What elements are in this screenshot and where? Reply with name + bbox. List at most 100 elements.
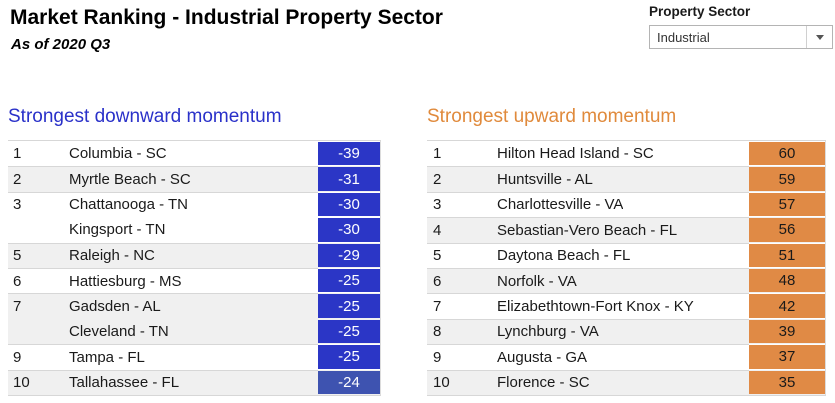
row-main: 7 Gadsden - AL <box>8 293 318 318</box>
value-column: -29 <box>318 242 381 268</box>
rank-cell: 5 <box>13 247 22 265</box>
value-column: 35 <box>749 369 826 395</box>
momentum-value[interactable]: -31 <box>318 167 380 191</box>
market-name: Huntsville - AL <box>497 171 593 189</box>
table-row[interactable]: 8 Lynchburg - VA 39 <box>427 318 826 345</box>
momentum-value[interactable]: -25 <box>318 268 380 293</box>
momentum-value[interactable]: -29 <box>318 243 380 267</box>
table-row[interactable]: 9 Tampa - FL -25 <box>8 344 381 370</box>
page-title: Market Ranking - Industrial Property Sec… <box>10 6 443 29</box>
table-row[interactable]: Cleveland - TN -25 <box>8 318 381 345</box>
rank-cell: 4 <box>433 221 442 239</box>
momentum-value[interactable]: 48 <box>749 268 825 293</box>
value-column: 48 <box>749 267 826 294</box>
table-row[interactable]: 6 Hattiesburg - MS -25 <box>8 267 381 294</box>
upward-momentum-title: Strongest upward momentum <box>427 106 677 127</box>
momentum-value[interactable]: 37 <box>749 345 825 369</box>
property-sector-dropdown[interactable]: Industrial <box>649 25 833 49</box>
value-column: 51 <box>749 242 826 268</box>
rank-cell: 8 <box>433 323 442 341</box>
value-column: -25 <box>318 344 381 370</box>
momentum-value[interactable]: -24 <box>318 370 380 394</box>
momentum-value[interactable]: 56 <box>749 218 825 242</box>
row-main: 10 Tallahassee - FL <box>8 369 318 395</box>
row-main: Cleveland - TN <box>8 319 318 344</box>
table-row[interactable]: 3 Chattanooga - TN -30 <box>8 191 381 218</box>
dropdown-selected-value: Industrial <box>657 29 710 45</box>
rank-cell: 2 <box>13 171 22 189</box>
rank-cell: 6 <box>433 272 442 290</box>
value-column: -25 <box>318 293 381 319</box>
row-main: 2 Myrtle Beach - SC <box>8 166 318 191</box>
row-main: 8 Lynchburg - VA <box>427 318 749 344</box>
momentum-value[interactable]: 59 <box>749 167 825 191</box>
table-row[interactable]: 5 Raleigh - NC -29 <box>8 242 381 268</box>
row-main: 1 Columbia - SC <box>8 141 318 166</box>
market-name: Kingsport - TN <box>69 221 166 239</box>
value-column: -24 <box>318 369 381 395</box>
value-column: -30 <box>318 191 381 218</box>
momentum-value[interactable]: 42 <box>749 294 825 318</box>
market-name: Myrtle Beach - SC <box>69 171 191 189</box>
rank-cell: 1 <box>433 145 442 163</box>
table-row[interactable]: 7 Elizabethtown-Fort Knox - KY 42 <box>427 293 826 319</box>
momentum-value[interactable]: -25 <box>318 294 380 318</box>
rank-cell: 9 <box>433 348 442 366</box>
momentum-value[interactable]: -30 <box>318 218 380 242</box>
rank-cell: 3 <box>13 196 22 214</box>
table-row[interactable]: 1 Columbia - SC -39 <box>8 141 381 167</box>
row-main: 2 Huntsville - AL <box>427 166 749 191</box>
momentum-value[interactable]: -39 <box>318 142 380 166</box>
row-main: 3 Chattanooga - TN <box>8 191 318 217</box>
value-column: -30 <box>318 217 381 243</box>
momentum-value[interactable]: 60 <box>749 142 825 166</box>
market-name: Tampa - FL <box>69 348 145 366</box>
table-row[interactable]: Kingsport - TN -30 <box>8 217 381 243</box>
rank-cell: 2 <box>433 171 442 189</box>
value-column: -31 <box>318 166 381 192</box>
table-row[interactable]: 2 Huntsville - AL 59 <box>427 166 826 192</box>
table-row[interactable]: 5 Daytona Beach - FL 51 <box>427 242 826 268</box>
dropdown-arrow-button[interactable] <box>806 26 832 48</box>
table-row[interactable]: 2 Myrtle Beach - SC -31 <box>8 166 381 192</box>
momentum-value[interactable]: -25 <box>318 345 380 369</box>
page-subtitle: As of 2020 Q3 <box>11 36 111 53</box>
market-name: Norfolk - VA <box>497 272 577 290</box>
value-column: -25 <box>318 267 381 294</box>
rank-cell: 6 <box>13 272 22 290</box>
table-row[interactable]: 10 Florence - SC 35 <box>427 369 826 395</box>
table-row[interactable]: 7 Gadsden - AL -25 <box>8 293 381 319</box>
row-main: 3 Charlottesville - VA <box>427 191 749 217</box>
rank-cell: 5 <box>433 247 442 265</box>
value-column: 37 <box>749 344 826 370</box>
market-name: Tallahassee - FL <box>69 374 180 392</box>
row-main: 6 Norfolk - VA <box>427 267 749 293</box>
row-main: 9 Augusta - GA <box>427 344 749 369</box>
table-row[interactable]: 3 Charlottesville - VA 57 <box>427 191 826 218</box>
market-name: Gadsden - AL <box>69 298 161 316</box>
table-row[interactable]: 9 Augusta - GA 37 <box>427 344 826 370</box>
row-main: 5 Daytona Beach - FL <box>427 242 749 268</box>
table-row[interactable]: 10 Tallahassee - FL -24 <box>8 369 381 395</box>
row-main: 4 Sebastian-Vero Beach - FL <box>427 217 749 242</box>
value-column: 57 <box>749 191 826 218</box>
momentum-value[interactable]: 35 <box>749 370 825 394</box>
momentum-value[interactable]: 51 <box>749 243 825 267</box>
momentum-value[interactable]: 57 <box>749 192 825 217</box>
market-name: Cleveland - TN <box>69 322 169 340</box>
momentum-value[interactable]: -25 <box>318 319 380 344</box>
table-row[interactable]: 4 Sebastian-Vero Beach - FL 56 <box>427 217 826 243</box>
table-row[interactable]: 1 Hilton Head Island - SC 60 <box>427 141 826 167</box>
value-column: -39 <box>318 141 381 167</box>
rank-cell: 7 <box>433 298 442 316</box>
momentum-value[interactable]: 39 <box>749 319 825 344</box>
market-name: Chattanooga - TN <box>69 196 188 214</box>
table-row[interactable]: 6 Norfolk - VA 48 <box>427 267 826 294</box>
momentum-value[interactable]: -30 <box>318 192 380 217</box>
value-column: 56 <box>749 217 826 243</box>
downward-momentum-table: Strongest downward momentum 1 Columbia - … <box>8 100 381 396</box>
market-name: Florence - SC <box>497 374 590 392</box>
upward-momentum-rows: 1 Hilton Head Island - SC 60 2 Huntsville - … <box>427 140 826 396</box>
market-name: Augusta - GA <box>497 348 588 366</box>
